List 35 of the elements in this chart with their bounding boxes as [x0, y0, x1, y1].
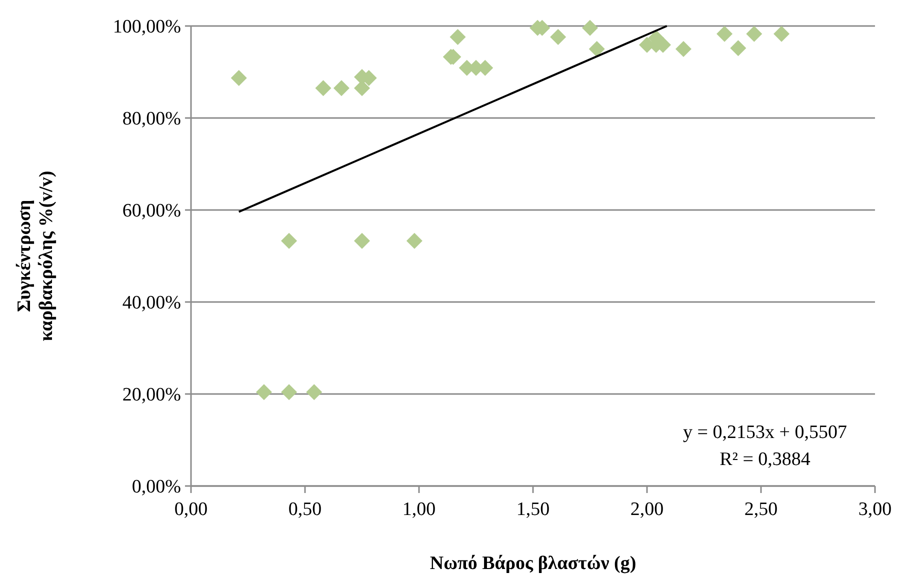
y-axis-title: Συγκέντρωση καρβακρόλης %(v/v)	[14, 170, 57, 342]
point	[774, 26, 790, 42]
x-axis-title: Νωπό Βάρος βλαστών (g)	[430, 553, 636, 574]
annotation: R² = 0,3884	[720, 449, 811, 470]
x-tick-label: 2,50	[744, 499, 778, 520]
x-tick-label: 2,00	[630, 499, 664, 520]
point	[281, 232, 298, 249]
x-tick-label: 3,00	[858, 499, 892, 520]
point	[582, 20, 598, 36]
point	[354, 232, 370, 249]
x-tick-label: 1,00	[402, 499, 436, 520]
y-tick-label: 100,00%	[112, 16, 182, 38]
point	[730, 40, 746, 56]
point	[306, 384, 322, 400]
point	[256, 384, 272, 400]
x-tick-label: 0,50	[288, 499, 322, 520]
x-tick-label: 1,50	[516, 499, 550, 520]
point	[406, 232, 422, 249]
point	[333, 80, 350, 96]
y-tick-label: 20,00%	[122, 384, 182, 406]
point	[746, 26, 762, 42]
y-tick-label: 40,00%	[122, 292, 182, 314]
y-tick-label: 60,00%	[122, 200, 182, 222]
x-tick-label: 0,00	[174, 499, 208, 520]
y-tick-label: 0,00%	[132, 476, 182, 498]
point	[315, 80, 332, 96]
point	[588, 41, 605, 57]
point	[230, 70, 247, 86]
point	[716, 26, 733, 42]
point	[450, 29, 466, 46]
point	[550, 29, 566, 46]
annotation: y = 0,2153x + 0,5507	[683, 422, 847, 443]
point	[675, 41, 692, 57]
point	[281, 384, 298, 400]
y-tick-label: 80,00%	[122, 108, 182, 130]
